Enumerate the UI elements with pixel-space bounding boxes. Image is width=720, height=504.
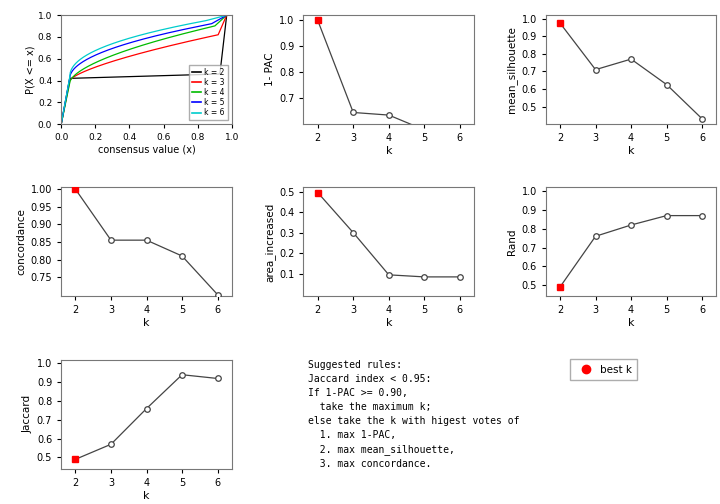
k = 3 <box>228 12 236 18</box>
k = 3 <box>57 121 66 127</box>
k = 3 <box>74 71 83 77</box>
k = 4 <box>126 46 135 52</box>
k = 4 <box>174 32 183 38</box>
k = 3 <box>126 53 135 59</box>
k = 6 <box>174 23 183 29</box>
k = 2 <box>132 74 140 80</box>
k = 4 <box>193 27 202 33</box>
k = 6 <box>228 12 236 18</box>
k = 5 <box>193 24 202 30</box>
k = 4 <box>228 12 236 18</box>
Legend: best k: best k <box>570 359 637 380</box>
k = 2 <box>193 72 202 78</box>
k = 3 <box>222 12 231 18</box>
k = 3 <box>132 51 140 57</box>
k = 3 <box>174 41 183 47</box>
k = 6 <box>222 12 231 18</box>
k = 4 <box>222 12 231 18</box>
k = 4 <box>57 121 66 127</box>
k = 2 <box>228 12 236 18</box>
k = 6 <box>57 121 66 127</box>
k = 5 <box>74 61 83 68</box>
Line: k = 5: k = 5 <box>61 15 232 124</box>
X-axis label: k: k <box>385 146 392 156</box>
k = 5 <box>228 12 236 18</box>
Line: k = 2: k = 2 <box>61 15 232 124</box>
Y-axis label: concordance: concordance <box>17 209 27 275</box>
k = 2 <box>57 121 66 127</box>
k = 5 <box>222 12 231 18</box>
k = 6 <box>190 20 199 26</box>
X-axis label: k: k <box>628 146 634 156</box>
Y-axis label: 1- PAC: 1- PAC <box>265 53 275 87</box>
k = 2 <box>190 72 199 78</box>
k = 6 <box>126 35 135 41</box>
k = 5 <box>57 121 66 127</box>
k = 4 <box>74 69 83 75</box>
X-axis label: k: k <box>143 490 150 500</box>
k = 2 <box>222 12 231 18</box>
k = 5 <box>174 28 183 34</box>
Line: k = 4: k = 4 <box>61 15 232 124</box>
Y-axis label: P(X <= x): P(X <= x) <box>25 45 35 94</box>
k = 6 <box>74 57 83 64</box>
Text: Suggested rules:
Jaccard index < 0.95:
If 1-PAC >= 0.90,
  take the maximum k;
e: Suggested rules: Jaccard index < 0.95: I… <box>307 360 519 469</box>
k = 3 <box>193 36 202 42</box>
X-axis label: consensus value (x): consensus value (x) <box>98 145 195 155</box>
k = 4 <box>190 28 199 34</box>
k = 6 <box>132 33 140 39</box>
k = 3 <box>190 37 199 43</box>
X-axis label: k: k <box>143 318 150 328</box>
Y-axis label: Rand: Rand <box>507 229 517 255</box>
Y-axis label: mean_silhouette: mean_silhouette <box>506 26 517 113</box>
k = 5 <box>126 40 135 46</box>
k = 6 <box>193 19 202 25</box>
k = 2 <box>126 74 135 80</box>
k = 5 <box>132 38 140 44</box>
Line: k = 3: k = 3 <box>61 15 232 124</box>
Line: k = 6: k = 6 <box>61 15 232 124</box>
k = 5 <box>190 24 199 30</box>
k = 2 <box>74 75 83 81</box>
Y-axis label: Jaccard: Jaccard <box>22 395 32 433</box>
k = 4 <box>132 44 140 50</box>
X-axis label: k: k <box>385 318 392 328</box>
Legend: k = 2, k = 3, k = 4, k = 5, k = 6: k = 2, k = 3, k = 4, k = 5, k = 6 <box>189 65 228 120</box>
X-axis label: k: k <box>628 318 634 328</box>
k = 2 <box>174 72 183 78</box>
Y-axis label: area_increased: area_increased <box>264 202 275 282</box>
